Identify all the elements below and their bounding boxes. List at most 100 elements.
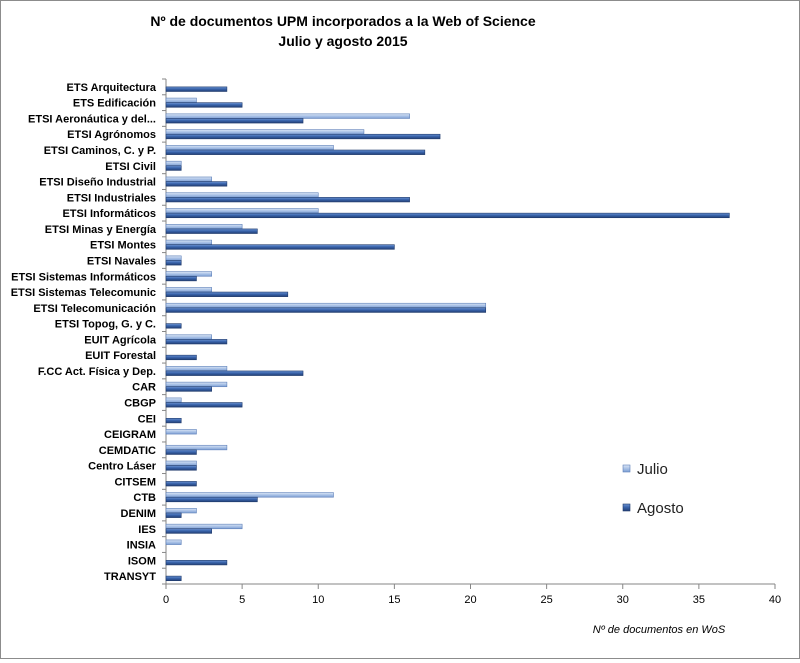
category-label: ETSI Industriales (67, 192, 156, 204)
category-label: ETSI Aeronáutica y del... (28, 113, 156, 125)
bar-agosto (165, 86, 228, 92)
x-tick-label: 20 (464, 594, 476, 606)
bar-agosto (165, 118, 304, 124)
bar-agosto (165, 291, 289, 297)
category-label: Centro Láser (88, 461, 157, 473)
category-label: CITSEM (114, 476, 156, 488)
category-label: CEMDATIC (99, 445, 156, 457)
x-tick-label: 10 (312, 594, 324, 606)
category-label: CAR (132, 382, 156, 394)
x-tick-label: 15 (388, 594, 400, 606)
legend-label-agosto: Agosto (637, 500, 684, 517)
plot-area: 0 5 10 15 20 25 30 35 40 ETS Arquitectura ETS Edif… (11, 78, 781, 606)
bar-agosto (165, 339, 228, 345)
chart-title-line-1: Nº de documentos UPM incorporados a la W… (150, 13, 535, 29)
category-label: ETSI Agrónomos (67, 129, 156, 141)
x-tick-label: 0 (163, 594, 169, 606)
category-label: ETSI Informáticos (62, 208, 156, 220)
bar-julio (165, 460, 197, 466)
bar-julio (165, 271, 212, 277)
category-label: F.CC Act. Física y Dep. (38, 366, 156, 378)
category-label: EUIT Forestal (85, 350, 156, 362)
bar-agosto (165, 307, 487, 313)
x-tick-label: 30 (617, 594, 629, 606)
category-label: CEI (138, 413, 156, 425)
category-label: ETSI Topog, G. y C. (55, 319, 156, 331)
bar-julio (165, 239, 212, 246)
bar-agosto (165, 275, 197, 282)
x-tick-label: 40 (769, 594, 781, 606)
bar-agosto (165, 133, 441, 140)
x-axis-label: Nº de documentos en WoS (593, 624, 726, 636)
category-label: ETSI Montes (90, 240, 156, 252)
bar-agosto (165, 197, 410, 203)
category-label: ETSI Caminos, C. y P. (44, 145, 156, 157)
category-label: ETSI Navales (87, 255, 156, 267)
bar-agosto (165, 449, 197, 455)
bar-julio (165, 97, 197, 103)
category-label: DENIM (121, 508, 156, 520)
bar-agosto (165, 102, 243, 108)
bar-julio (165, 287, 212, 293)
bar-agosto (165, 165, 182, 171)
bar-agosto (165, 323, 182, 329)
bar-agosto (165, 528, 212, 534)
bar-agosto (165, 496, 258, 503)
bar-julio (165, 334, 212, 340)
bar-agosto (165, 260, 182, 266)
bar-julio (165, 176, 212, 182)
bar-agosto (165, 354, 197, 361)
bar-agosto (165, 575, 182, 582)
legend: Julio Agosto (622, 461, 684, 517)
legend-swatch-agosto (622, 503, 631, 512)
bar-julio (165, 523, 243, 530)
category-label: ETS Edificación (73, 98, 156, 110)
bar-agosto (165, 386, 212, 392)
bar-agosto (165, 244, 395, 250)
bar-agosto (165, 181, 228, 187)
category-label: INSIA (127, 540, 156, 552)
category-label: ETSI Civil (105, 161, 156, 173)
chart-title-line-2: Julio y agosto 2015 (278, 33, 407, 49)
bar-julio (165, 492, 334, 498)
bar-julio (165, 113, 410, 119)
category-label: CEIGRAM (104, 429, 156, 441)
legend-label-julio: Julio (637, 461, 668, 478)
bar-julio (165, 224, 243, 230)
bar-agosto (165, 212, 730, 219)
bar-julio (165, 508, 197, 514)
category-label: ETSI Sistemas Telecomunic (11, 287, 156, 299)
bar-julio (165, 381, 228, 388)
bar-julio (165, 129, 365, 135)
bar-agosto (165, 228, 258, 234)
category-label: IES (138, 524, 156, 536)
bar-agosto (165, 149, 426, 155)
bar-julio (165, 302, 487, 309)
x-tick-label: 35 (693, 594, 705, 606)
bar-julio (165, 397, 182, 403)
bar-agosto (165, 560, 228, 566)
category-label: ETSI Diseño Industrial (39, 177, 156, 189)
bar-julio (165, 539, 182, 545)
bar-agosto (165, 481, 197, 487)
bar-agosto (165, 465, 197, 471)
category-label: ISOM (128, 555, 156, 567)
category-label: ETSI Minas y Energía (45, 224, 157, 236)
bar-julio (165, 208, 319, 214)
category-label: ETSI Sistemas Informáticos (11, 271, 156, 283)
bar-julio (165, 192, 319, 198)
category-label: TRANSYT (104, 571, 156, 583)
bar-julio (165, 255, 182, 261)
bar-julio (165, 160, 182, 167)
bar-agosto (165, 402, 243, 408)
category-label: CBGP (124, 398, 156, 410)
legend-swatch-julio (622, 464, 631, 473)
x-tick-label: 25 (541, 594, 553, 606)
category-label: ETSI Telecomunicación (33, 303, 156, 315)
bar-agosto (165, 512, 182, 518)
category-label: ETS Arquitectura (67, 82, 157, 94)
category-label: EUIT Agrícola (84, 334, 157, 346)
x-tick-label: 5 (239, 594, 245, 606)
bar-julio (165, 145, 334, 151)
